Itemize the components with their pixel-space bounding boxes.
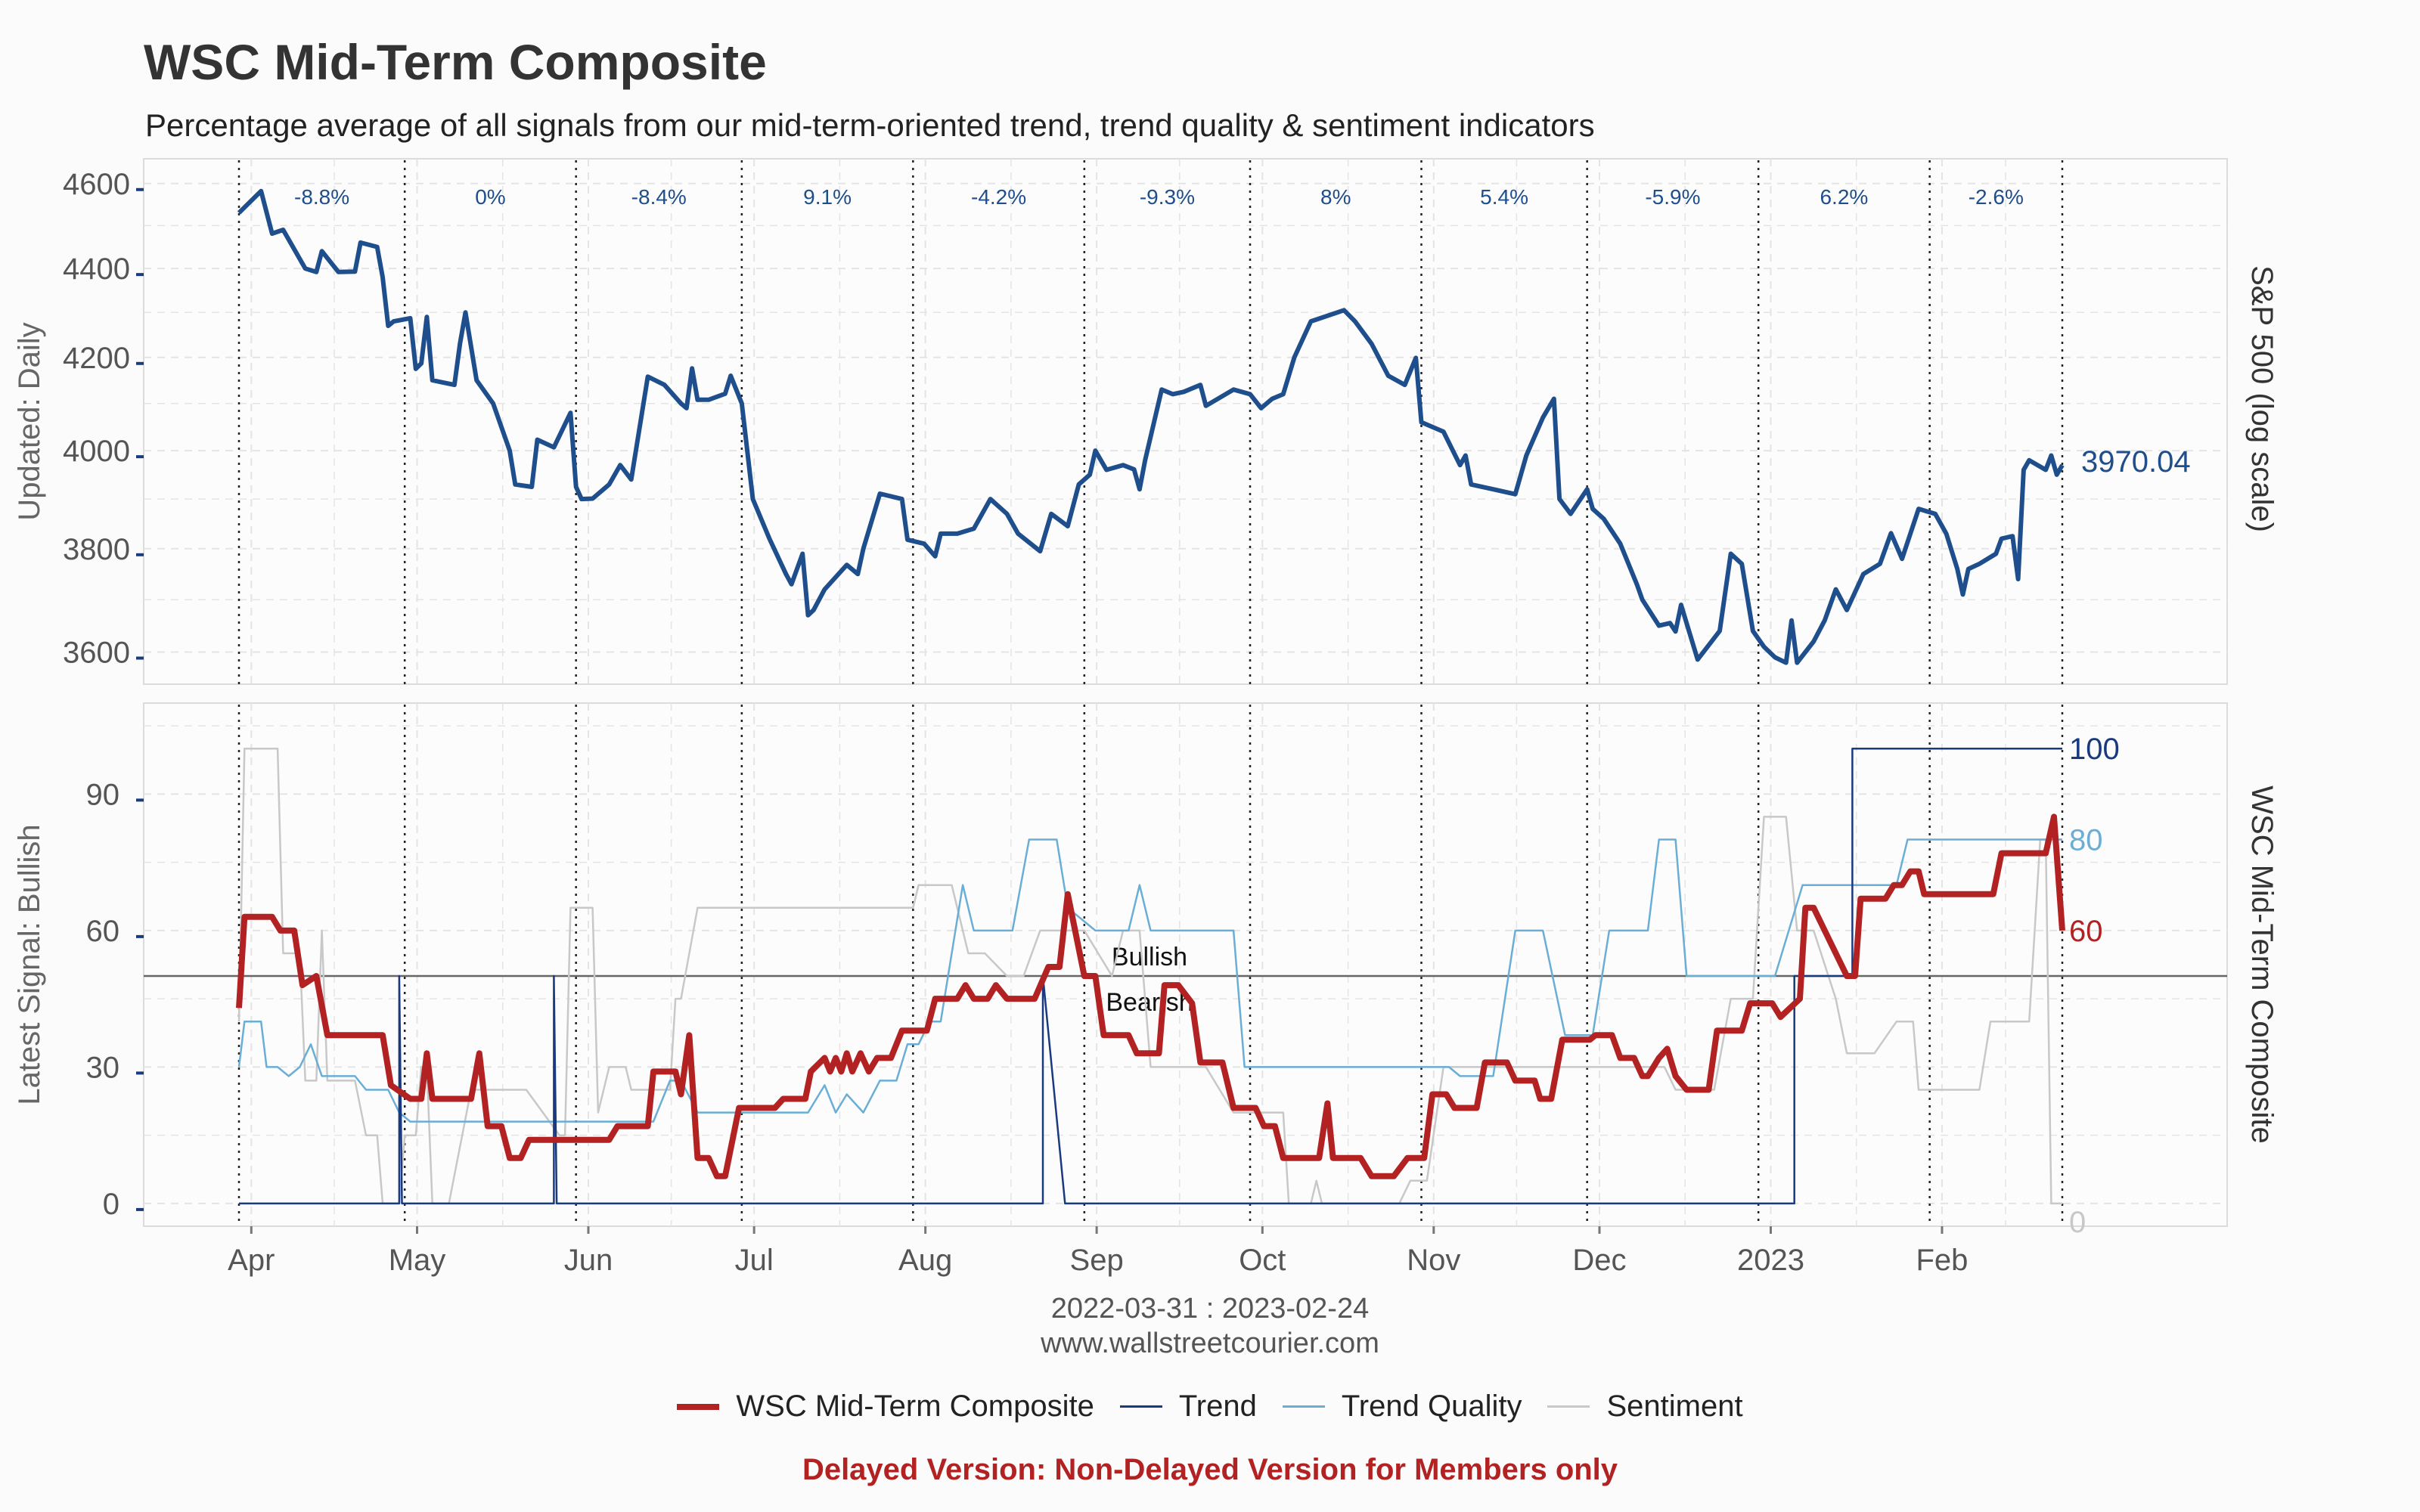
website-caption: www.wallstreetcourier.com [1041, 1328, 1379, 1359]
legend-label-trend: Trend [1178, 1390, 1257, 1423]
bottom-left-axis-title: Latest Signal: Bullish [13, 824, 46, 1105]
legend-item-composite: WSC Mid-Term Composite [677, 1390, 1094, 1424]
monthly-change-label: 6.2% [1820, 185, 1868, 209]
monthly-change-label: 8% [1320, 185, 1351, 209]
x-month-label: Jun [564, 1244, 613, 1277]
legend-item-sentiment: Sentiment [1547, 1390, 1743, 1424]
sp500-last-value-label: 3970.04 [2081, 445, 2191, 479]
monthly-change-label: -2.6% [1969, 185, 2024, 209]
legend-label-trend-quality: Trend Quality [1341, 1390, 1522, 1423]
top-y-tick-label: 4600 [63, 168, 130, 201]
sentiment-last-value-label: 0 [2069, 1206, 2086, 1239]
legend-key-composite [677, 1403, 720, 1410]
legend: WSC Mid-Term Composite Trend Trend Quali… [0, 1390, 2420, 1424]
chart-subtitle: Percentage average of all signals from o… [145, 107, 1595, 143]
legend-key-sentiment [1547, 1405, 1590, 1408]
delayed-version-notice: Delayed Version: Non-Delayed Version for… [802, 1453, 1618, 1486]
monthly-change-label: -4.2% [971, 185, 1026, 209]
x-month-label: Sep [1070, 1244, 1124, 1277]
monthly-change-label: -8.8% [294, 185, 349, 209]
top-y-tick-label: 3600 [63, 637, 130, 670]
trend-quality-line [237, 838, 2062, 1123]
top-panel-frame [143, 158, 2228, 685]
legend-item-trend: Trend [1119, 1390, 1257, 1424]
bottom-y-tick-label: 0 [103, 1188, 119, 1221]
bottom-y-tick-label: 30 [86, 1051, 120, 1084]
x-month-label: Nov [1407, 1244, 1460, 1277]
legend-item-trend-quality: Trend Quality [1282, 1390, 1522, 1424]
top-y-tick-label: 4000 [63, 435, 130, 468]
x-month-label: Dec [1572, 1244, 1626, 1277]
legend-key-trend [1119, 1405, 1162, 1408]
sp500-line [237, 188, 2065, 665]
chart-title: WSC Mid-Term Composite [144, 34, 767, 90]
bottom-y-tick-label: 90 [86, 778, 120, 811]
bottom-right-axis-title: WSC Mid-Term Composite [2245, 785, 2279, 1143]
monthly-change-label: -9.3% [1140, 185, 1195, 209]
x-month-label: Jul [735, 1244, 774, 1277]
monthly-change-label: 5.4% [1480, 185, 1528, 209]
x-month-label: Feb [1916, 1244, 1968, 1277]
x-month-label: 2023 [1737, 1244, 1804, 1277]
x-month-label: Aug [898, 1244, 952, 1277]
top-left-axis-title: Updated: Daily [13, 322, 46, 520]
bottom-y-tick-label: 60 [86, 915, 120, 948]
legend-label-composite: WSC Mid-Term Composite [736, 1390, 1094, 1423]
bearish-zone-label: Bearish [1106, 988, 1193, 1017]
monthly-change-label: -8.4% [631, 185, 687, 209]
top-y-tick-label: 4200 [63, 342, 130, 375]
top-right-axis-title: S&P 500 (log scale) [2245, 265, 2279, 532]
x-month-label: May [389, 1244, 446, 1277]
monthly-change-label: 9.1% [803, 185, 852, 209]
legend-label-sentiment: Sentiment [1606, 1390, 1743, 1423]
composite-last-value-label: 60 [2069, 915, 2103, 948]
legend-key-trend-quality [1282, 1405, 1325, 1408]
top-y-tick-label: 4400 [63, 253, 130, 286]
x-month-label: Apr [228, 1244, 275, 1277]
trend-quality-last-value-label: 80 [2069, 824, 2103, 857]
composite-line [236, 813, 2065, 1179]
monthly-change-label: -5.9% [1645, 185, 1700, 209]
x-month-label: Oct [1239, 1244, 1286, 1277]
bottom-panel-frame [143, 702, 2228, 1227]
trend-last-value-label: 100 [2069, 733, 2120, 766]
bullish-zone-label: Bullish [1112, 943, 1187, 971]
date-range-caption: 2022-03-31 : 2023-02-24 [1050, 1293, 1370, 1325]
top-y-tick-label: 3800 [63, 533, 130, 566]
monthly-change-label: 0% [475, 185, 505, 209]
